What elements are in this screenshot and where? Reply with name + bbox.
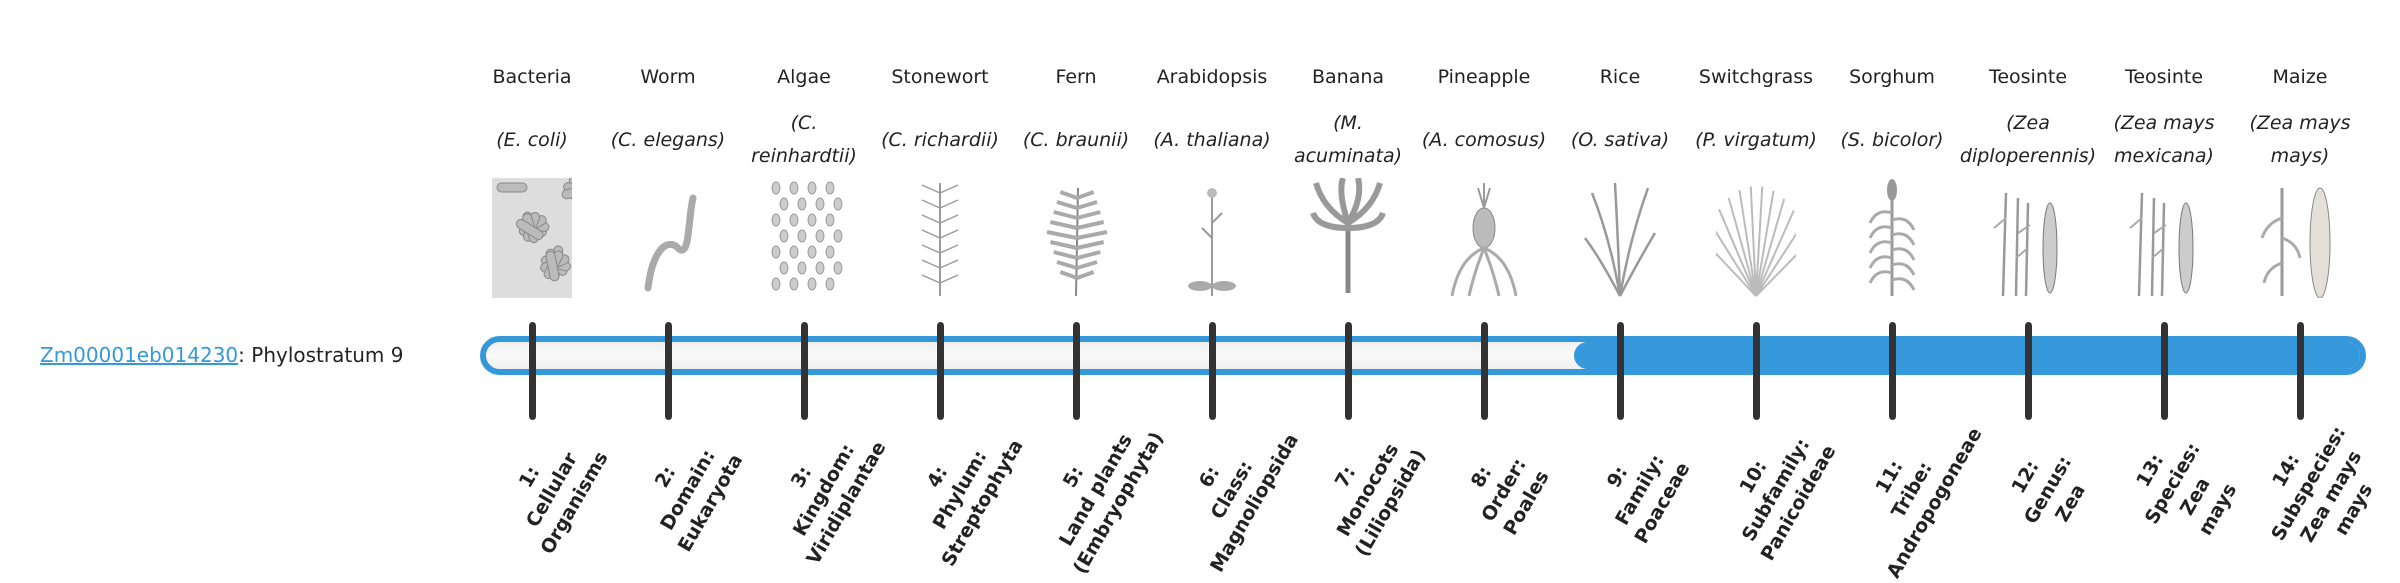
- organism-scientific-name: (C. richardii): [872, 104, 1008, 176]
- organism-common-name: Fern: [1008, 66, 1144, 88]
- organism-common-name: Banana: [1280, 66, 1416, 88]
- phylostratum-label: 5: Land plants (Embryophyta): [1022, 401, 1170, 579]
- maize-icon: [2260, 178, 2340, 298]
- organism-scientific-name: (P. virgatum): [1688, 104, 1824, 176]
- phylostratum-label: 13: Species: Zea mays: [2117, 425, 2252, 555]
- organism-scientific-name: (E. coli): [464, 104, 600, 176]
- switchgrass-icon: [1716, 178, 1796, 298]
- organism-common-name: Arabidopsis: [1144, 66, 1280, 88]
- organism-scientific-name: (A. thaliana): [1144, 104, 1280, 176]
- phylostratum-label: 7: Monocots (Liliopsida): [1304, 419, 1432, 562]
- phylostratum-label: 1: Cellular Organisms: [490, 421, 615, 559]
- phylostratum-label: 14: Subspecies: Zea mays mays: [2243, 408, 2397, 571]
- phylostratum-bar-fill: [1574, 342, 2360, 369]
- rice-icon: [1580, 178, 1660, 298]
- organism-common-name: Algae: [736, 66, 872, 88]
- phylostratum-tick: [1889, 322, 1896, 420]
- organism-common-name: Worm: [600, 66, 736, 88]
- sorghum-icon: [1852, 178, 1932, 298]
- arabidopsis-icon: [1172, 178, 1252, 298]
- phylostratum-label: 6: Class: Magnoliopsida: [1159, 403, 1304, 577]
- phylostratum-label: 9: Family: Poaceae: [1584, 432, 1696, 549]
- organism-scientific-name: (C. elegans): [600, 104, 736, 176]
- phylostratum-label: 10: Subfamily: Panicoideae: [1710, 415, 1842, 566]
- organism-scientific-name: (Zea mays mays): [2232, 104, 2368, 176]
- phylostratum-tick: [1481, 322, 1488, 420]
- fern-icon: [1036, 178, 1116, 298]
- phylostratum-tick: [937, 322, 944, 420]
- phylostratum-tick: [1617, 322, 1624, 420]
- organism-scientific-name: (S. bicolor): [1824, 104, 1960, 176]
- organism-scientific-name: (A. comosus): [1416, 104, 1552, 176]
- phylostratum-label: 4: Phylum: Streptophyta: [891, 409, 1030, 571]
- organism-common-name: Stonewort: [872, 66, 1008, 88]
- organism-scientific-name: (C. braunii): [1008, 104, 1144, 176]
- gene-phylostratum-label: Zm00001eb014230: Phylostratum 9: [40, 340, 403, 370]
- phylostratum-bar: [480, 336, 2366, 375]
- phylostratum-label: 8: Order: Poales: [1453, 440, 1556, 540]
- organism-scientific-name: (Zea mays mexicana): [2096, 104, 2232, 176]
- phylostratum-label: 11: Tribe: Andropogoneae: [1836, 397, 1988, 583]
- organism-common-name: Pineapple: [1416, 66, 1552, 88]
- organism-common-name: Teosinte: [2096, 66, 2232, 88]
- phylostratum-tick: [2161, 322, 2168, 420]
- bacteria-icon: [492, 178, 572, 298]
- organism-scientific-name: (M. acuminata): [1280, 104, 1416, 176]
- phylostratum-tick: [2025, 322, 2032, 420]
- worm-icon: [628, 178, 708, 298]
- organism-scientific-name: (O. sativa): [1552, 104, 1688, 176]
- phylostratum-tick: [1753, 322, 1760, 420]
- phylostratum-label: 12: Genus: Zea: [1996, 438, 2101, 541]
- phylostratum-tick: [1345, 322, 1352, 420]
- organism-common-name: Rice: [1552, 66, 1688, 88]
- pineapple-icon: [1444, 178, 1524, 298]
- phylostratum-tick: [529, 322, 536, 420]
- algae-icon: [764, 178, 844, 298]
- organism-common-name: Switchgrass: [1688, 66, 1824, 88]
- teosinte-icon: [1988, 178, 2068, 298]
- phylostratum-tick: [1209, 322, 1216, 420]
- phylostratum-label: 2: Domain: Eukaryota: [627, 423, 749, 556]
- organism-scientific-name: (Zea diploperennis): [1960, 104, 2096, 176]
- phylostratum-tick: [665, 322, 672, 420]
- phylostratum-tick: [1073, 322, 1080, 420]
- organism-common-name: Bacteria: [464, 66, 600, 88]
- stonewort-icon: [900, 178, 980, 298]
- phylostratum-text: : Phylostratum 9: [238, 343, 403, 367]
- gene-id-link[interactable]: Zm00001eb014230: [40, 343, 238, 367]
- organism-common-name: Sorghum: [1824, 66, 1960, 88]
- organism-scientific-name: (C. reinhardtii): [736, 104, 872, 176]
- phylostratum-tick: [801, 322, 808, 420]
- organism-common-name: Teosinte: [1960, 66, 2096, 88]
- organism-common-name: Maize: [2232, 66, 2368, 88]
- teosinte-icon: [2124, 178, 2204, 298]
- phylostratum-tick: [2297, 322, 2304, 420]
- phylostratum-label: 3: Kingdom: Viridiplantae: [756, 411, 893, 570]
- banana-icon: [1308, 178, 1388, 298]
